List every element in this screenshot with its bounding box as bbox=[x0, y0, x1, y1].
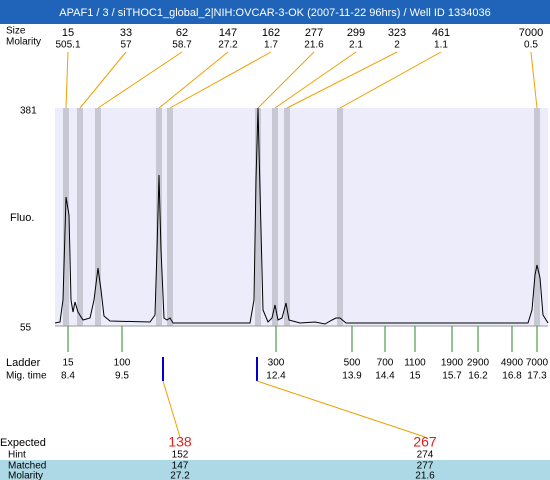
peak-size: 299 bbox=[347, 27, 365, 39]
ladder-time: 16.2 bbox=[468, 371, 488, 382]
ladder-time: 12.4 bbox=[266, 371, 286, 382]
ladder-size: 700 bbox=[377, 358, 394, 369]
peak-band bbox=[534, 108, 540, 326]
ladder-size: 300 bbox=[268, 358, 285, 369]
ladder-size: 7000 bbox=[526, 358, 549, 369]
peak-band bbox=[95, 108, 101, 326]
peak-molarity: 21.6 bbox=[304, 40, 324, 51]
ladder-label: Ladder bbox=[6, 357, 41, 369]
peak-connector bbox=[286, 51, 398, 109]
mig-time-label: Mig. time bbox=[6, 371, 47, 382]
expected-value: 138 bbox=[168, 434, 192, 450]
expected-connector bbox=[256, 380, 426, 438]
ladder-size: 500 bbox=[344, 358, 361, 369]
peak-molarity: 505.1 bbox=[55, 40, 80, 51]
peak-connector bbox=[257, 51, 315, 109]
peak-connector bbox=[79, 51, 127, 109]
title-bar bbox=[0, 0, 550, 24]
ladder-time: 15.7 bbox=[442, 371, 462, 382]
expected-value: 277 bbox=[417, 461, 434, 472]
peak-band bbox=[77, 108, 83, 326]
y-axis-label: Fluo. bbox=[10, 212, 34, 224]
peak-size: 277 bbox=[305, 27, 323, 39]
expected-value: 21.6 bbox=[415, 471, 435, 480]
peak-molarity: 0.5 bbox=[524, 40, 538, 51]
expected-row-label: Matched bbox=[8, 461, 46, 472]
expected-row-label: Hint bbox=[8, 450, 26, 461]
expected-value: 27.2 bbox=[170, 471, 190, 480]
peak-molarity: 2 bbox=[394, 40, 400, 51]
ladder-time: 17.3 bbox=[527, 371, 547, 382]
peak-size: 162 bbox=[262, 27, 280, 39]
peak-band bbox=[156, 108, 162, 326]
peak-size: 461 bbox=[432, 27, 450, 39]
ladder-time: 8.4 bbox=[61, 371, 75, 382]
peak-molarity: 58.7 bbox=[172, 40, 192, 51]
peak-size: 62 bbox=[176, 27, 188, 39]
peak-connector bbox=[158, 51, 229, 109]
peak-band bbox=[284, 108, 290, 326]
ladder-size: 2900 bbox=[467, 358, 490, 369]
peak-connector bbox=[65, 51, 69, 109]
size-label: Size bbox=[6, 26, 26, 37]
expected-value: 147 bbox=[172, 461, 189, 472]
molarity-label: Molarity bbox=[6, 37, 41, 48]
ladder-size: 15 bbox=[62, 358, 74, 369]
peak-connector bbox=[97, 51, 183, 109]
expected-value: 267 bbox=[413, 434, 437, 450]
expected-value: 152 bbox=[172, 450, 189, 461]
expected-value: 274 bbox=[417, 450, 434, 461]
peak-size: 33 bbox=[120, 27, 132, 39]
title: APAF1 / 3 / siTHOC1_global_2|NIH:OVCAR-3… bbox=[59, 7, 490, 19]
peak-size: 7000 bbox=[519, 27, 543, 39]
ladder-size: 4900 bbox=[501, 358, 524, 369]
peak-size: 323 bbox=[388, 27, 406, 39]
y-bottom-label: 55 bbox=[20, 323, 32, 334]
ladder-size: 100 bbox=[114, 358, 131, 369]
peak-band bbox=[272, 108, 278, 326]
peak-connector bbox=[169, 51, 272, 109]
ladder-time: 13.9 bbox=[342, 371, 362, 382]
ladder-size: 1900 bbox=[441, 358, 464, 369]
peak-band bbox=[167, 108, 173, 326]
peak-band bbox=[255, 108, 261, 326]
peak-molarity: 2.1 bbox=[349, 40, 363, 51]
peak-size: 147 bbox=[219, 27, 237, 39]
expected-row-label: Molarity bbox=[8, 471, 43, 480]
peak-connector bbox=[530, 51, 538, 109]
peak-band bbox=[337, 108, 343, 326]
peak-band bbox=[63, 108, 69, 326]
peak-connector bbox=[339, 51, 442, 109]
peak-size: 15 bbox=[62, 27, 74, 39]
matched-highlight bbox=[0, 460, 550, 480]
peak-molarity: 57 bbox=[120, 40, 132, 51]
ladder-size: 1100 bbox=[404, 358, 426, 369]
peak-molarity: 1.7 bbox=[264, 40, 278, 51]
peak-connector bbox=[274, 51, 357, 109]
peak-molarity: 27.2 bbox=[218, 40, 238, 51]
expected-connector bbox=[162, 380, 181, 438]
peak-molarity: 1.1 bbox=[434, 40, 448, 51]
expected-row-label: Expected bbox=[0, 437, 46, 449]
plot-area bbox=[55, 108, 548, 326]
ladder-time: 16.8 bbox=[502, 371, 522, 382]
ladder-time: 14.4 bbox=[375, 371, 395, 382]
y-top-label: 381 bbox=[20, 106, 37, 117]
ladder-time: 9.5 bbox=[115, 371, 129, 382]
ladder-time: 15 bbox=[409, 371, 421, 382]
trace bbox=[54, 107, 549, 325]
